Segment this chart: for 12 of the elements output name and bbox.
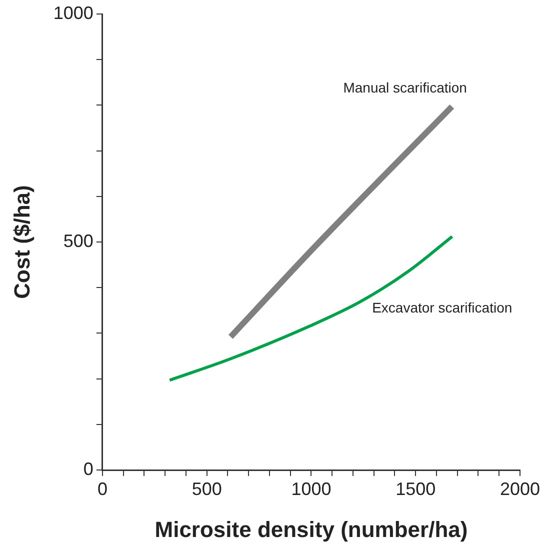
x-tick-label: 500	[192, 478, 222, 499]
y-tick-label: 500	[63, 230, 94, 251]
x-axis-title: Microsite density (number/ha)	[154, 516, 468, 542]
series-label: Excavator scarification	[372, 299, 512, 316]
y-axis-title: Cost ($/ha)	[9, 185, 34, 299]
x-tick-label: 1500	[396, 478, 436, 499]
x-tick-label: 0	[97, 478, 108, 499]
y-tick-label: 0	[83, 458, 94, 479]
x-tick-label: 1000	[291, 478, 332, 499]
y-tick-label: 1000	[53, 2, 94, 23]
series-label: Manual scarification	[343, 79, 467, 96]
x-tick-label: 2000	[500, 478, 540, 499]
